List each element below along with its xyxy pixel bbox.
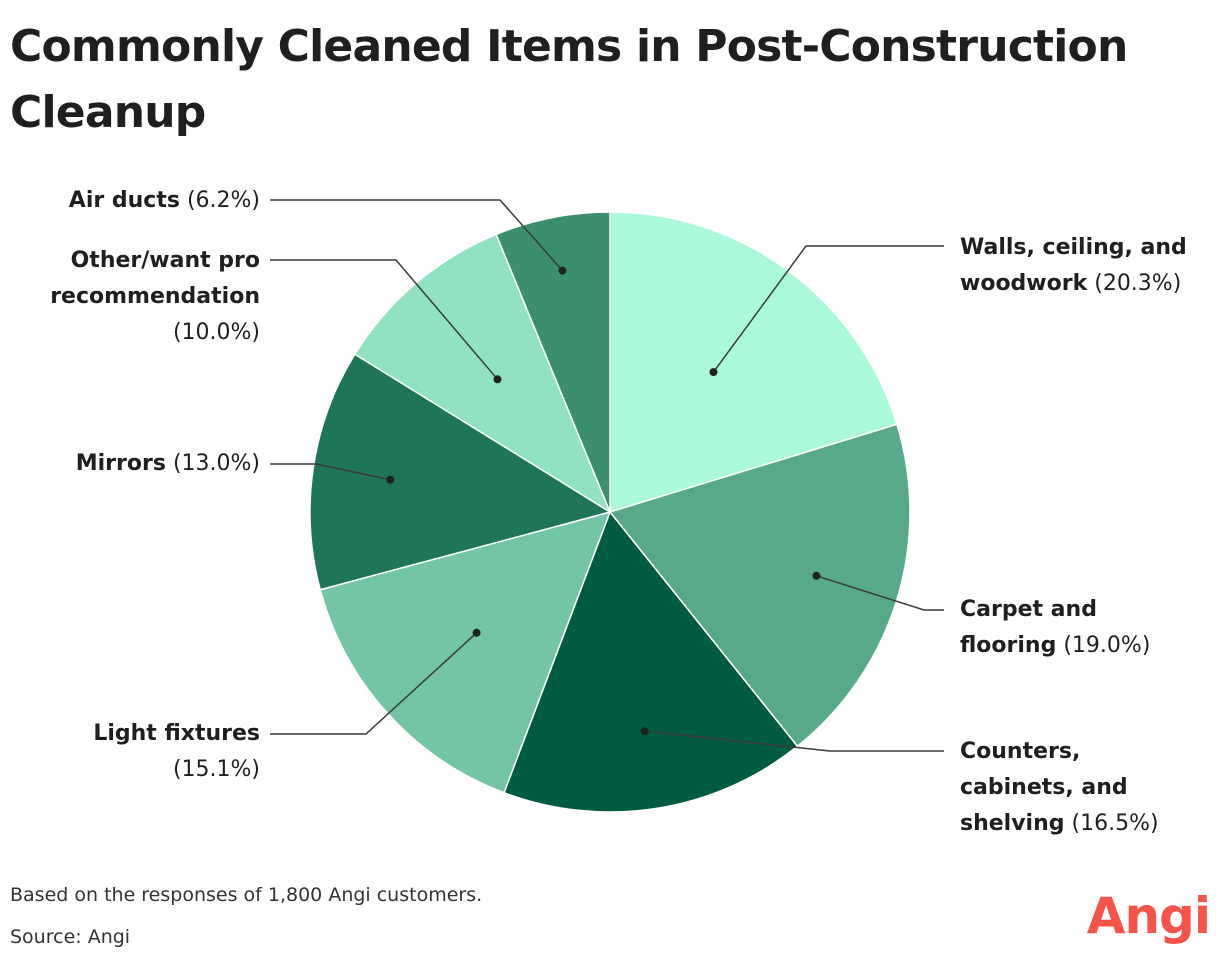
footnote: Based on the responses of 1,800 Angi cus… [10,884,483,906]
source-note: Source: Angi [10,926,131,948]
leader-line-light-fixtures [270,632,478,735]
slice-label-other: Other/want pro recommendation (10.0%) [50,248,260,345]
leader-dot-walls-ceiling-and-woodwork [709,368,718,377]
leader-dot-mirrors [386,475,395,484]
slice-label-counters: Counters, cabinets, and shelving (16.5%) [960,739,1159,836]
slice-label-air-ducts: Air ducts (6.2%) [68,188,260,213]
pie-slice-counters-cabinets-and-shelving [503,511,799,813]
leader-line-walls-ceiling-and-woodwork [712,245,944,373]
slice-label-mirrors: Mirrors (13.0%) [75,451,260,476]
slice-label-walls: Walls, ceiling, and woodwork (20.3%) [960,235,1187,296]
leader-line-counters-cabinets-and-shelving [644,730,944,752]
pie-slices [309,211,911,813]
pie-slice-air-ducts [495,211,611,513]
slice-label-light-fixtures: Light fixtures (15.1%) [93,721,260,782]
angi-logo: Angi [1086,887,1211,945]
chart-title: Commonly Cleaned Items in Post-Construct… [10,21,1128,138]
leader-line-mirrors [270,463,391,481]
leader-dot-counters-cabinets-and-shelving [640,727,649,736]
leader-line-carpet-and-flooring [816,575,944,611]
leader-line-air-ducts [270,199,563,272]
slice-label-carpet: Carpet and flooring (19.0%) [960,597,1151,658]
leader-dot-carpet-and-flooring [812,571,821,580]
leader-dot-light-fixtures [472,628,481,637]
leader-dot-other-want-pro-recommendation [493,375,502,384]
pie-slice-mirrors [309,353,611,591]
leader-line-other-want-pro-recommendation [270,259,499,380]
leader-lines [270,199,944,752]
leader-dot-air-ducts [558,266,567,275]
